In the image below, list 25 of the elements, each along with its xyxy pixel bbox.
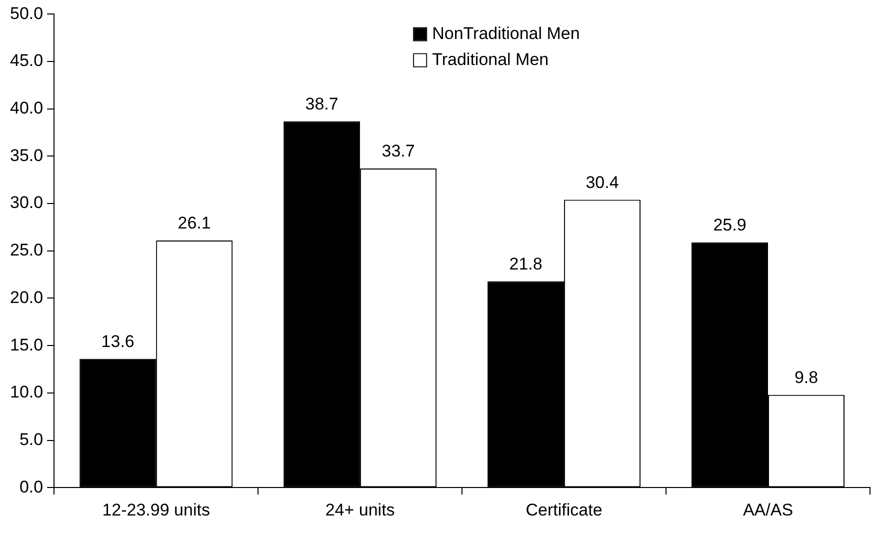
y-tick-label: 5.0 (19, 430, 44, 449)
data-label: 25.9 (713, 216, 746, 235)
y-tick-label: 20.0 (10, 288, 44, 307)
data-label: 33.7 (382, 142, 415, 161)
x-tick-label: 24+ units (325, 500, 395, 520)
y-tick-label: 50.0 (10, 4, 44, 23)
y-tick-label: 30.0 (10, 193, 44, 212)
data-label: 9.8 (794, 368, 818, 387)
x-tick-label: 12-23.99 units (102, 500, 210, 520)
y-tick-label: 40.0 (10, 98, 44, 118)
data-label: 38.7 (305, 94, 338, 114)
data-label: 13.6 (101, 332, 134, 352)
x-tick-label: Certificate (526, 500, 602, 520)
legend-label: NonTraditional Men (432, 24, 580, 43)
legend-label: Traditional Men (432, 50, 549, 69)
data-label: 21.8 (509, 254, 542, 274)
y-tick-label: 0.0 (19, 477, 44, 496)
y-tick-label: 15.0 (10, 335, 44, 354)
y-tick-label: 35.0 (10, 146, 44, 165)
x-tick-label: AA/AS (742, 500, 794, 520)
data-label: 26.1 (178, 214, 211, 233)
y-tick-label: 45.0 (10, 51, 44, 70)
y-tick-label: 25.0 (10, 240, 44, 260)
data-label: 30.4 (586, 172, 619, 192)
y-tick-label: 10.0 (10, 382, 44, 402)
